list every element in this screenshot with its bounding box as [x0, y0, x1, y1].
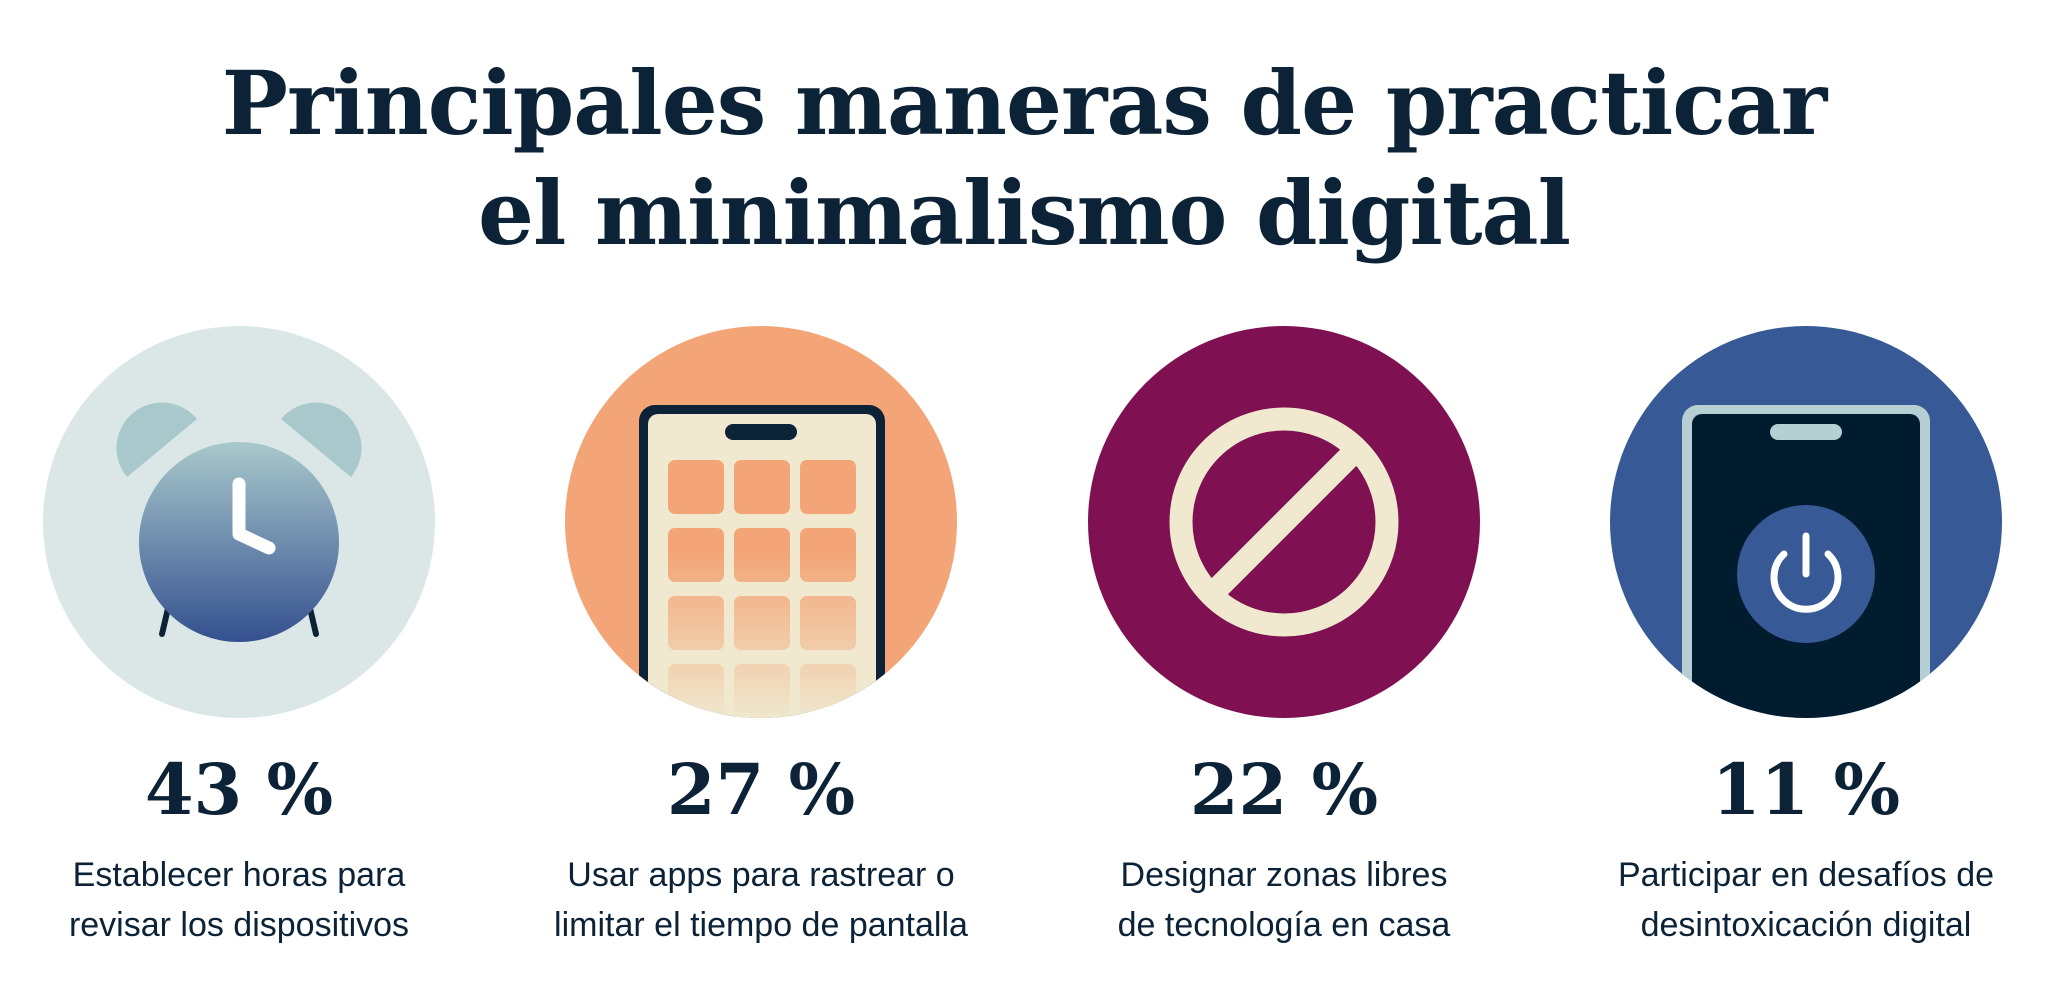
app-tile-icon	[668, 528, 724, 582]
title-line-2: el minimalismo digital	[477, 161, 1571, 265]
app-tile-icon	[668, 460, 724, 514]
percent-value: 43 %	[144, 748, 334, 831]
title-line-1: Principales maneras de practicar	[221, 51, 1827, 155]
label-line-1: Designar zonas libres	[1120, 856, 1448, 894]
alarm-clock-icon	[43, 326, 435, 718]
stat-item-apps: 27 % Usar apps para rastrear o limitar e…	[531, 326, 991, 950]
app-tile-icon	[800, 664, 856, 718]
percent-value: 11 %	[1711, 748, 1901, 831]
app-tile-icon	[734, 596, 790, 650]
stat-label: Usar apps para rastrear o limitar el tie…	[531, 850, 991, 950]
stat-label: Establecer horas para revisar los dispos…	[9, 850, 469, 950]
prohibited-icon	[1088, 326, 1480, 718]
app-tile-icon	[800, 528, 856, 582]
app-tile-icon	[734, 460, 790, 514]
app-tile-icon	[800, 460, 856, 514]
app-tile-icon	[668, 596, 724, 650]
label-line-2: desintoxicación digital	[1640, 906, 1972, 944]
app-tile-icon	[734, 528, 790, 582]
percent-value: 22 %	[1189, 748, 1379, 831]
stat-item-zones: 22 % Designar zonas libres de tecnología…	[1054, 326, 1514, 950]
label-line-2: limitar el tiempo de pantalla	[554, 906, 968, 944]
percent-value: 27 %	[666, 748, 856, 831]
stat-item-clock: 43 % Establecer horas para revisar los d…	[9, 326, 469, 950]
app-tile-icon	[734, 664, 790, 718]
app-tile-icon	[668, 664, 724, 718]
phone-power-icon	[1610, 326, 2002, 718]
label-line-1: Usar apps para rastrear o	[567, 856, 955, 894]
label-line-2: de tecnología en casa	[1117, 906, 1451, 944]
stat-label: Participar en desafíos de desintoxicació…	[1576, 850, 2036, 950]
label-line-1: Participar en desafíos de	[1617, 856, 1995, 894]
label-line-1: Establecer horas para	[72, 856, 406, 894]
stat-item-detox: 11 % Participar en desafíos de desintoxi…	[1576, 326, 2036, 950]
label-line-2: revisar los dispositivos	[68, 906, 410, 944]
app-tile-icon	[800, 596, 856, 650]
phone-apps-icon	[565, 326, 957, 718]
stat-label: Designar zonas libres de tecnología en c…	[1054, 850, 1514, 950]
